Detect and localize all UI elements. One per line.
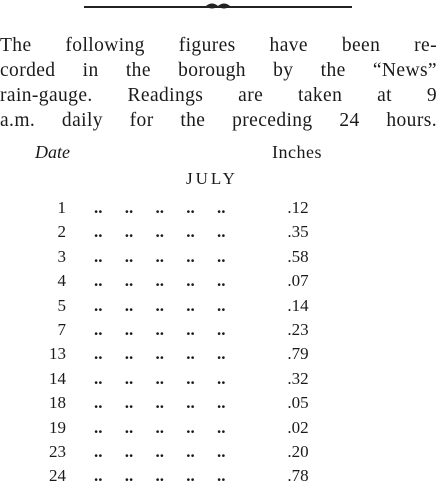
row-day: 14 xyxy=(49,368,66,388)
row-inches: .79 xyxy=(287,344,309,364)
dot-leader: .. .. .. .. .. xyxy=(94,246,226,266)
month-heading: JULY xyxy=(186,169,238,188)
table-row: 3 .. .. .. .. .. .58 xyxy=(0,245,437,269)
table-row: 2 .. .. .. .. .. .35 xyxy=(0,220,437,244)
row-inches: .20 xyxy=(287,441,309,461)
table-row: 18 .. .. .. .. .. .05 xyxy=(0,391,437,415)
table-row: 4 .. .. .. .. .. .07 xyxy=(0,269,437,293)
row-inches: .12 xyxy=(287,198,309,217)
row-inches: .02 xyxy=(287,417,309,437)
row-day: 19 xyxy=(49,417,66,437)
row-day: 1 xyxy=(57,198,67,217)
dot-leader: .. .. .. .. .. xyxy=(94,319,226,339)
row-inches: .23 xyxy=(287,319,309,339)
table-row: 14 .. .. .. .. .. .32 xyxy=(0,367,437,391)
intro-line-3: rain-gauge. Readings are taken at 9 xyxy=(0,85,437,106)
table-row: 1 .. .. .. .. .. .12 xyxy=(0,196,437,220)
row-day: 3 xyxy=(57,246,67,266)
row-day: 4 xyxy=(57,271,67,291)
intro-line-2: corded in the borough by the “News” xyxy=(0,60,437,81)
row-day: 18 xyxy=(49,393,66,413)
dot-leader: .. .. .. .. .. xyxy=(94,417,226,437)
date-column-header: Date xyxy=(35,142,70,162)
rainfall-table: 1 .. .. .. .. .. .12 2 .. .. .. .. .. .3… xyxy=(0,196,437,489)
row-inches: .07 xyxy=(287,271,309,291)
row-inches: .58 xyxy=(287,246,309,266)
dot-leader: .. .. .. .. .. xyxy=(94,222,226,242)
row-inches: .32 xyxy=(287,368,309,388)
table-row: 24 .. .. .. .. .. .78 xyxy=(0,464,437,488)
row-day: 2 xyxy=(57,222,67,242)
table-row: 5 .. .. .. .. .. .14 xyxy=(0,294,437,318)
row-inches: .78 xyxy=(287,466,309,486)
dot-leader: .. .. .. .. .. xyxy=(94,441,226,461)
inches-column-header: Inches xyxy=(272,142,322,162)
intro-line-4: a.m. daily for the preceding 24 hours. xyxy=(0,110,437,131)
dot-leader: .. .. .. .. .. xyxy=(94,198,226,217)
row-inches: .14 xyxy=(287,295,309,315)
dot-leader: .. .. .. .. .. xyxy=(94,271,226,291)
dot-leader: .. .. .. .. .. xyxy=(94,393,226,413)
intro-line-1: The following figures have been re- xyxy=(0,35,437,56)
row-day: 7 xyxy=(57,319,67,339)
intro-paragraph: The following figures have been re- cord… xyxy=(0,33,437,133)
table-row: 7 .. .. .. .. .. .23 xyxy=(0,318,437,342)
dot-leader: .. .. .. .. .. xyxy=(94,466,226,486)
table-row: 23 .. .. .. .. .. .20 xyxy=(0,440,437,464)
row-day: 13 xyxy=(49,344,66,364)
row-inches: .35 xyxy=(287,222,309,242)
divider-ornament-icon xyxy=(206,3,230,9)
dot-leader: .. .. .. .. .. xyxy=(94,344,226,364)
row-day: 23 xyxy=(49,441,66,461)
row-day: 5 xyxy=(57,295,67,315)
table-row: 13 .. .. .. .. .. .79 xyxy=(0,342,437,366)
row-day: 24 xyxy=(49,466,66,486)
dot-leader: .. .. .. .. .. xyxy=(94,368,226,388)
row-inches: .05 xyxy=(287,393,309,413)
dot-leader: .. .. .. .. .. xyxy=(94,295,226,315)
table-row: 19 .. .. .. .. .. .02 xyxy=(0,416,437,440)
divider-rule xyxy=(84,6,352,8)
